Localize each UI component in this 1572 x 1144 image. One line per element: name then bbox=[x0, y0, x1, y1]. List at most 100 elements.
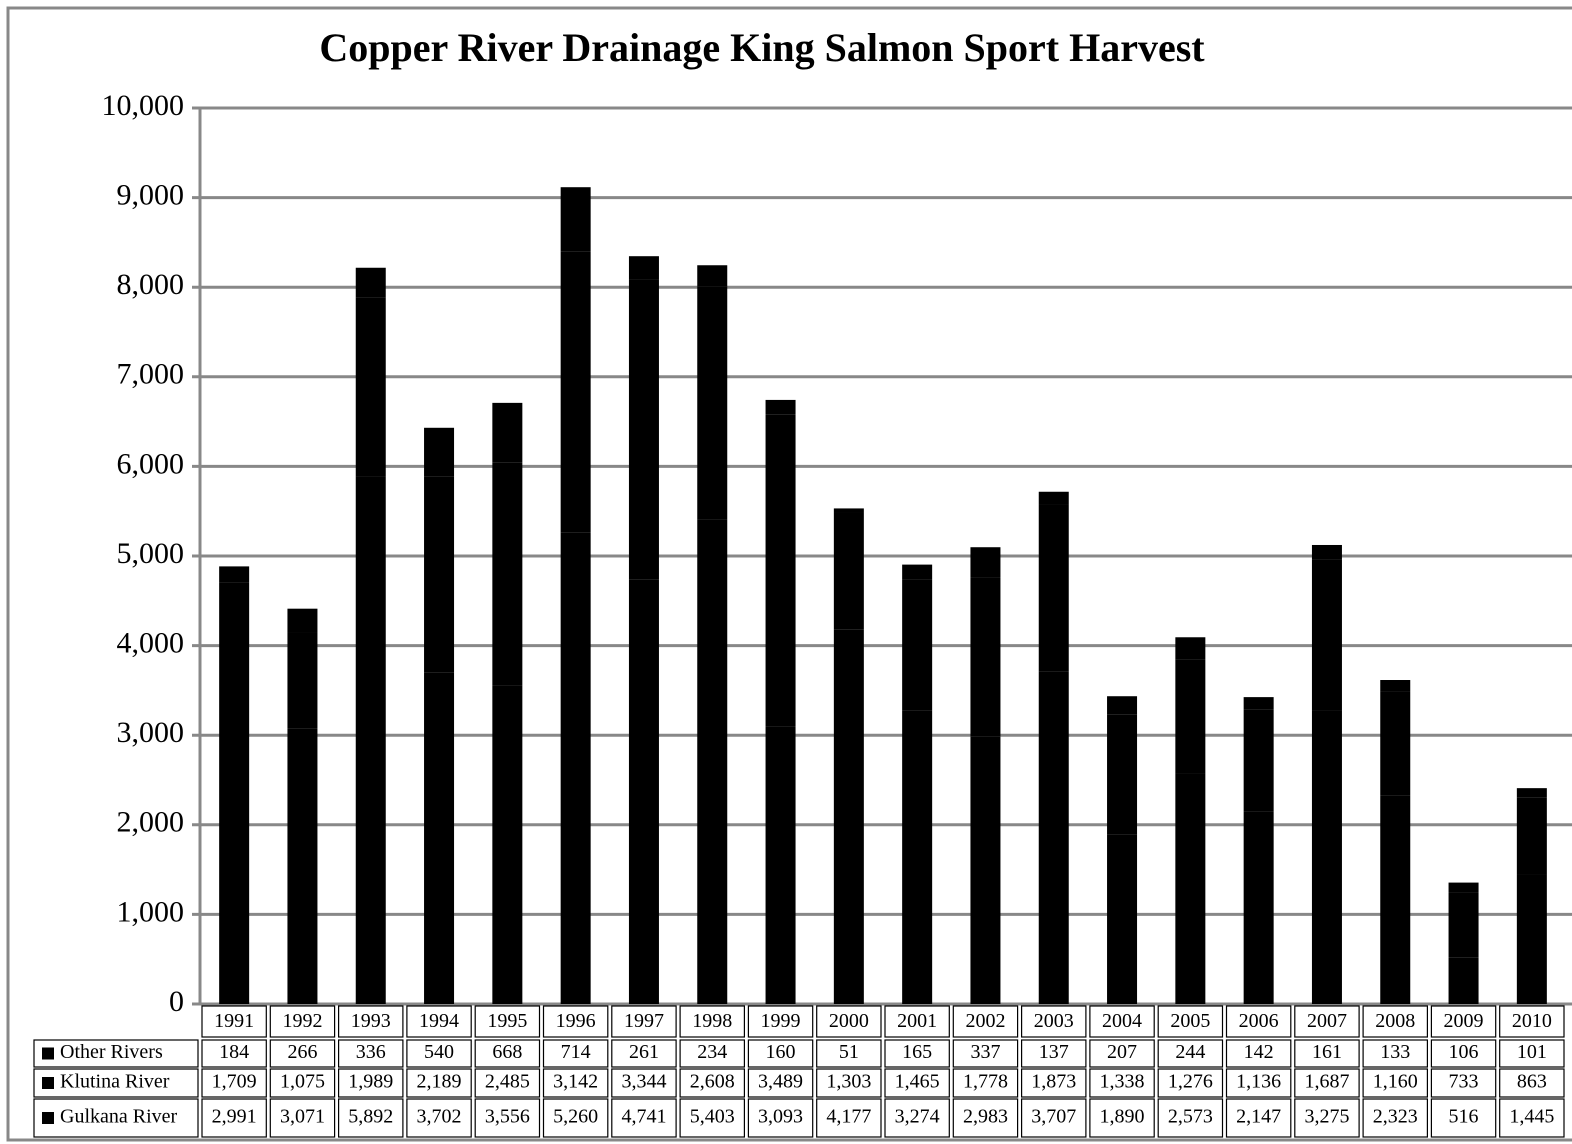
data-label: 714 bbox=[561, 1041, 591, 1063]
bar-segment bbox=[492, 685, 523, 1004]
data-label: 3,556 bbox=[485, 1106, 530, 1128]
table-cell bbox=[1089, 1098, 1155, 1138]
bar-segment bbox=[424, 427, 455, 477]
data-label: 1,075 bbox=[280, 1071, 325, 1093]
table-cell bbox=[542, 1098, 609, 1138]
bar-segment bbox=[1311, 544, 1342, 560]
bar-segment bbox=[902, 564, 933, 580]
bar-segment bbox=[1107, 834, 1138, 1004]
y-tick-label: 1,000 bbox=[117, 895, 185, 928]
data-label: 3,702 bbox=[417, 1106, 462, 1128]
frame bbox=[6, 6, 1572, 1142]
data-label: 1,709 bbox=[212, 1071, 257, 1093]
data-label: 165 bbox=[902, 1041, 932, 1063]
y-tick-label: 4,000 bbox=[117, 626, 185, 659]
bar-segment bbox=[1380, 691, 1411, 796]
table-cell bbox=[611, 1068, 677, 1098]
data-label: 2,983 bbox=[963, 1106, 1008, 1128]
bar-segment bbox=[628, 279, 659, 580]
data-label: 2,991 bbox=[212, 1106, 257, 1128]
table-cell bbox=[1225, 1039, 1292, 1068]
data-label: 51 bbox=[839, 1041, 859, 1063]
table-cell bbox=[201, 1068, 267, 1098]
bar-segment bbox=[1516, 797, 1547, 875]
bar-segment bbox=[1175, 637, 1206, 660]
x-tick-label: 1998 bbox=[692, 1010, 732, 1032]
table-cell bbox=[747, 1039, 814, 1068]
bar-segment bbox=[219, 582, 250, 737]
bar-segment bbox=[628, 256, 659, 280]
table-cell bbox=[1020, 1098, 1087, 1138]
x-tick-label: 2003 bbox=[1034, 1010, 1074, 1032]
table-cell bbox=[1499, 1098, 1565, 1138]
table-cell bbox=[816, 1039, 882, 1068]
table-cell bbox=[338, 1098, 404, 1138]
table-cell bbox=[474, 1098, 541, 1138]
table-cell bbox=[542, 1068, 609, 1098]
table-cell bbox=[269, 1005, 336, 1038]
data-label: 668 bbox=[492, 1041, 522, 1063]
data-label: 1,303 bbox=[826, 1071, 871, 1093]
bar-segment bbox=[424, 476, 455, 673]
legend-label: Klutina River bbox=[60, 1071, 170, 1093]
data-label: 2,485 bbox=[485, 1071, 530, 1093]
table-cell bbox=[33, 1039, 199, 1068]
bar-segment bbox=[833, 629, 864, 1004]
table-cell bbox=[542, 1039, 609, 1068]
y-tick-label: 2,000 bbox=[117, 806, 185, 839]
data-label: 3,142 bbox=[553, 1071, 598, 1093]
table-cell bbox=[33, 1068, 199, 1098]
x-tick-label: 1994 bbox=[419, 1010, 459, 1032]
y-tick-label: 8,000 bbox=[117, 268, 185, 301]
data-label: 1,778 bbox=[963, 1071, 1008, 1093]
table-cell bbox=[338, 1005, 404, 1038]
data-label: 3,707 bbox=[1031, 1106, 1076, 1128]
data-label: 1,465 bbox=[895, 1071, 940, 1093]
bar-segment bbox=[765, 399, 796, 415]
data-label: 160 bbox=[766, 1041, 796, 1063]
data-label: 244 bbox=[1175, 1041, 1205, 1063]
x-tick-label: 1991 bbox=[214, 1010, 254, 1032]
table-cell bbox=[1157, 1098, 1224, 1138]
table-cell bbox=[611, 1098, 677, 1138]
data-label: 2,147 bbox=[1236, 1106, 1281, 1128]
bar-segment bbox=[1516, 874, 1547, 1004]
x-tick-label: 1997 bbox=[624, 1010, 664, 1032]
bar-segment bbox=[1038, 671, 1069, 1004]
bar-segment bbox=[833, 508, 864, 513]
table-cell bbox=[1294, 1005, 1360, 1038]
data-label: 234 bbox=[697, 1041, 727, 1063]
data-label: 261 bbox=[629, 1041, 659, 1063]
table-cell bbox=[611, 1039, 677, 1068]
data-label: 863 bbox=[1517, 1071, 1547, 1093]
table-cell bbox=[1294, 1039, 1360, 1068]
table-cell bbox=[952, 1098, 1019, 1138]
bar-segment bbox=[355, 267, 386, 298]
table-cell bbox=[747, 1005, 814, 1038]
table-cell bbox=[884, 1098, 950, 1138]
bar-segment bbox=[1516, 788, 1547, 798]
table-cell bbox=[1157, 1039, 1224, 1068]
data-label: 133 bbox=[1380, 1041, 1410, 1063]
bar-segment bbox=[970, 547, 1001, 578]
data-label: 1,160 bbox=[1373, 1071, 1418, 1093]
x-tick-label: 2009 bbox=[1444, 1010, 1484, 1032]
bar-segment bbox=[287, 632, 318, 729]
data-label: 142 bbox=[1244, 1041, 1274, 1063]
legend-label: Gulkana River bbox=[60, 1106, 178, 1128]
x-tick-label: 2010 bbox=[1512, 1010, 1552, 1032]
x-tick-label: 2006 bbox=[1239, 1010, 1279, 1032]
bar-segment bbox=[1448, 892, 1479, 958]
bar-segment bbox=[1243, 709, 1274, 812]
bar-segment bbox=[1243, 811, 1274, 1004]
table-cell bbox=[269, 1098, 336, 1138]
table-cell bbox=[1362, 1039, 1428, 1068]
data-label: 4,177 bbox=[826, 1106, 871, 1128]
bar-segment bbox=[560, 532, 591, 1004]
data-label: 3,489 bbox=[758, 1071, 803, 1093]
data-label: 1,276 bbox=[1168, 1071, 1213, 1093]
data-label: 1,445 bbox=[1509, 1106, 1554, 1128]
table-cell bbox=[1225, 1068, 1292, 1098]
x-tick-label: 1999 bbox=[761, 1010, 801, 1032]
data-label: 1,873 bbox=[1031, 1071, 1076, 1093]
